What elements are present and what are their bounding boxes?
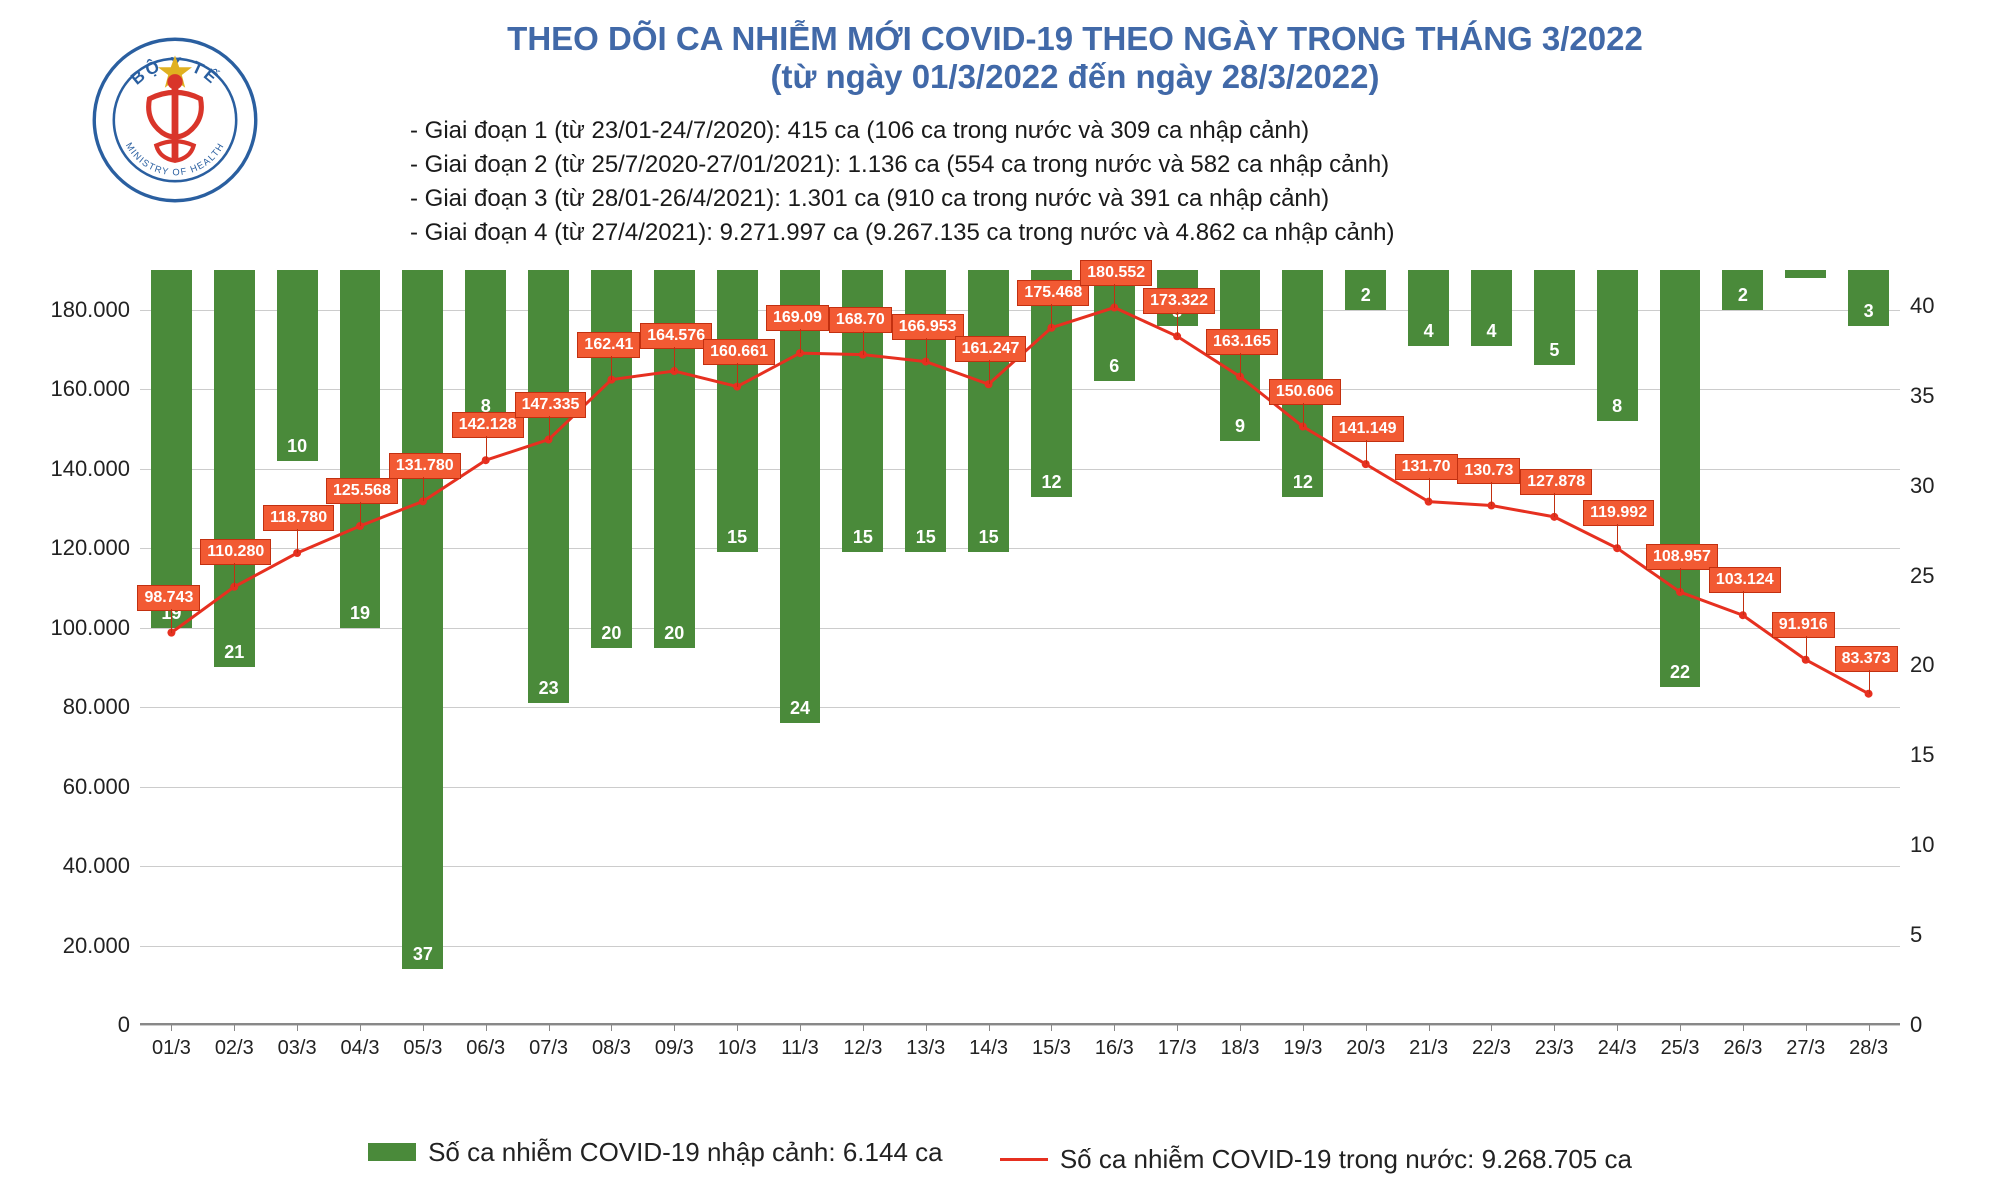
- x-tick-label: 14/3: [957, 1037, 1020, 1060]
- x-tick-label: 27/3: [1774, 1037, 1837, 1060]
- x-tick-label: 16/3: [1083, 1037, 1146, 1060]
- line-value-label: 103.124: [1709, 567, 1781, 593]
- x-tick-label: 10/3: [706, 1037, 769, 1060]
- y-left-tick: 140.000: [30, 456, 130, 482]
- x-tick-label: 08/3: [580, 1037, 643, 1060]
- phase-note-2: - Giai đoạn 2 (từ 25/7/2020-27/01/2021):…: [410, 148, 1970, 182]
- x-tick-label: 13/3: [894, 1037, 957, 1060]
- y-right-tick: 30: [1910, 473, 1970, 499]
- chart-container: BỘ Y TẾ MINISTRY OF HEALTH THEO DÕI CA N…: [30, 20, 1970, 1183]
- plot-area: 020.00040.00060.00080.000100.000120.0001…: [140, 270, 1900, 1085]
- line-value-label: 162.41: [577, 332, 640, 358]
- x-tick-label: 11/3: [769, 1037, 832, 1060]
- line-svg: [140, 270, 1900, 1025]
- phase-note-1: - Giai đoạn 1 (từ 23/01-24/7/2020): 415 …: [410, 114, 1970, 148]
- line-value-label: 175.468: [1017, 280, 1089, 306]
- x-tick-label: 12/3: [831, 1037, 894, 1060]
- y-right-tick: 40: [1910, 293, 1970, 319]
- line-value-label: 125.568: [326, 478, 398, 504]
- line-value-label: 163.165: [1206, 329, 1278, 355]
- x-axis-labels: 01/302/303/304/305/306/307/308/309/310/3…: [140, 1037, 1900, 1060]
- line-value-label: 147.335: [515, 392, 587, 418]
- x-tick-label: 26/3: [1711, 1037, 1774, 1060]
- y-axis-right: 0510152025303540: [1910, 270, 1970, 1025]
- line-value-label: 131.70: [1395, 454, 1458, 480]
- y-left-tick: 120.000: [30, 535, 130, 561]
- line-value-label: 98.743: [137, 585, 200, 611]
- y-right-tick: 15: [1910, 742, 1970, 768]
- x-tick-label: 15/3: [1020, 1037, 1083, 1060]
- x-tick-label: 07/3: [517, 1037, 580, 1060]
- phase-notes: - Giai đoạn 1 (từ 23/01-24/7/2020): 415 …: [410, 114, 1970, 250]
- y-left-tick: 180.000: [30, 297, 130, 323]
- line-value-label: 131.780: [389, 453, 461, 479]
- y-axis-left: 020.00040.00060.00080.000100.000120.0001…: [30, 270, 130, 1025]
- line-value-label: 91.916: [1772, 612, 1835, 638]
- line-value-label: 173.322: [1143, 288, 1215, 314]
- line-value-label: 141.149: [1332, 416, 1404, 442]
- y-left-tick: 60.000: [30, 774, 130, 800]
- y-left-tick: 80.000: [30, 694, 130, 720]
- x-tick-label: 06/3: [454, 1037, 517, 1060]
- y-left-tick: 20.000: [30, 933, 130, 959]
- line-value-label: 164.576: [640, 323, 712, 349]
- x-tick-label: 18/3: [1209, 1037, 1272, 1060]
- line-value-label: 169.09: [766, 305, 829, 331]
- line-value-label: 168.70: [829, 307, 892, 333]
- line-value-label: 180.552: [1080, 260, 1152, 286]
- legend-line: Số ca nhiễm COVID-19 trong nước: 9.268.7…: [1000, 1144, 1632, 1175]
- x-tick-label: 01/3: [140, 1037, 203, 1060]
- logo-svg: BỘ Y TẾ MINISTRY OF HEALTH: [90, 35, 260, 205]
- x-tick-label: 20/3: [1334, 1037, 1397, 1060]
- line-value-label: 150.606: [1269, 379, 1341, 405]
- y-right-tick: 25: [1910, 563, 1970, 589]
- y-right-tick: 5: [1910, 922, 1970, 948]
- legend-line-label: Số ca nhiễm COVID-19 trong nước: 9.268.7…: [1060, 1144, 1632, 1175]
- line-value-label: 108.957: [1646, 544, 1718, 570]
- line-value-label: 161.247: [955, 336, 1027, 362]
- x-tick-label: 28/3: [1837, 1037, 1900, 1060]
- x-tick-label: 04/3: [329, 1037, 392, 1060]
- title-block: THEO DÕI CA NHIỄM MỚI COVID-19 THEO NGÀY…: [230, 20, 1920, 96]
- line-value-label: 119.992: [1583, 500, 1654, 526]
- x-tick-label: 21/3: [1397, 1037, 1460, 1060]
- line-value-label: 166.953: [892, 314, 964, 340]
- y-right-tick: 35: [1910, 383, 1970, 409]
- x-baseline: [140, 1023, 1900, 1025]
- line-value-label: 83.373: [1835, 646, 1898, 672]
- legend-line-swatch: [1000, 1158, 1048, 1161]
- y-right-tick: 10: [1910, 832, 1970, 858]
- line-value-label: 110.280: [200, 539, 271, 565]
- line-value-label: 127.878: [1520, 469, 1592, 495]
- y-left-tick: 160.000: [30, 376, 130, 402]
- y-left-tick: 100.000: [30, 615, 130, 641]
- x-tick-label: 24/3: [1586, 1037, 1649, 1060]
- x-tick-label: 22/3: [1460, 1037, 1523, 1060]
- x-tick-label: 02/3: [203, 1037, 266, 1060]
- x-tick-label: 05/3: [391, 1037, 454, 1060]
- legend-bar: Số ca nhiễm COVID-19 nhập cảnh: 6.144 ca: [368, 1137, 943, 1168]
- chart-title-line2: (từ ngày 01/3/2022 đến ngày 28/3/2022): [230, 58, 1920, 96]
- x-tick-label: 25/3: [1649, 1037, 1712, 1060]
- x-tick-label: 19/3: [1271, 1037, 1334, 1060]
- legend-bar-label: Số ca nhiễm COVID-19 nhập cảnh: 6.144 ca: [428, 1137, 943, 1168]
- legend: Số ca nhiễm COVID-19 nhập cảnh: 6.144 ca…: [30, 1137, 1970, 1176]
- phase-note-4: - Giai đoạn 4 (từ 27/4/2021): 9.271.997 …: [410, 216, 1970, 250]
- phase-note-3: - Giai đoạn 3 (từ 28/01-26/4/2021): 1.30…: [410, 182, 1970, 216]
- y-left-tick: 0: [30, 1012, 130, 1038]
- line-value-label: 118.780: [263, 505, 334, 531]
- x-tick-label: 23/3: [1523, 1037, 1586, 1060]
- ministry-logo: BỘ Y TẾ MINISTRY OF HEALTH: [90, 35, 260, 205]
- x-tick-label: 03/3: [266, 1037, 329, 1060]
- line-value-label: 160.661: [703, 339, 775, 365]
- x-tick-label: 09/3: [643, 1037, 706, 1060]
- x-tick-label: 17/3: [1146, 1037, 1209, 1060]
- legend-bar-swatch: [368, 1143, 416, 1161]
- chart-title-line1: THEO DÕI CA NHIỄM MỚI COVID-19 THEO NGÀY…: [230, 20, 1920, 58]
- line-value-label: 142.128: [452, 412, 524, 438]
- y-right-tick: 0: [1910, 1012, 1970, 1038]
- y-left-tick: 40.000: [30, 853, 130, 879]
- line-value-label: 130.73: [1457, 458, 1520, 484]
- y-right-tick: 20: [1910, 652, 1970, 678]
